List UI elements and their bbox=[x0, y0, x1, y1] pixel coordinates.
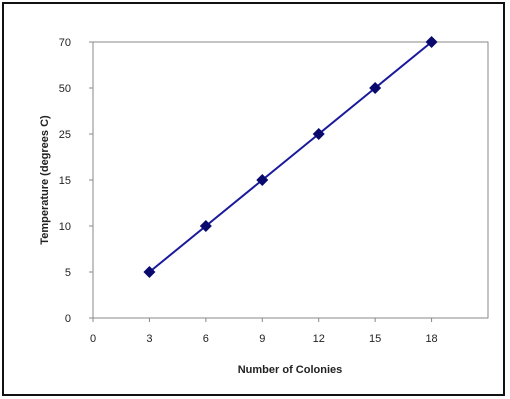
x-tick-label: 18 bbox=[425, 333, 437, 345]
x-tick-label: 3 bbox=[146, 333, 152, 345]
y-tick-label: 10 bbox=[59, 221, 71, 233]
y-axis-title: Temperature (degrees C) bbox=[39, 115, 51, 245]
x-tick-label: 6 bbox=[203, 333, 209, 345]
data-point-marker bbox=[256, 174, 269, 186]
series-group bbox=[143, 36, 438, 278]
x-tick-label: 15 bbox=[369, 333, 381, 345]
y-tick-label: 70 bbox=[59, 37, 71, 49]
data-point-marker bbox=[199, 220, 212, 232]
plot-area bbox=[92, 41, 489, 319]
y-tick-label: 5 bbox=[65, 267, 71, 279]
y-tick-label: 25 bbox=[59, 129, 71, 141]
y-tick-label: 15 bbox=[59, 175, 71, 187]
x-tick-label: 12 bbox=[313, 333, 325, 345]
data-point-marker bbox=[143, 266, 156, 278]
y-axis-ticks: 0 5 10 15 25 50 70 bbox=[59, 37, 93, 325]
data-point-marker bbox=[369, 82, 382, 94]
y-tick-label: 0 bbox=[65, 313, 71, 325]
x-axis-ticks: 0 3 6 9 12 15 18 bbox=[90, 318, 438, 345]
data-point-marker bbox=[312, 128, 325, 140]
x-axis-title: Number of Colonies bbox=[238, 364, 343, 376]
x-tick-label: 0 bbox=[90, 333, 96, 345]
x-tick-label: 9 bbox=[259, 333, 265, 345]
y-tick-label: 50 bbox=[59, 83, 71, 95]
data-point-marker bbox=[425, 36, 438, 48]
series-line bbox=[148, 41, 433, 273]
